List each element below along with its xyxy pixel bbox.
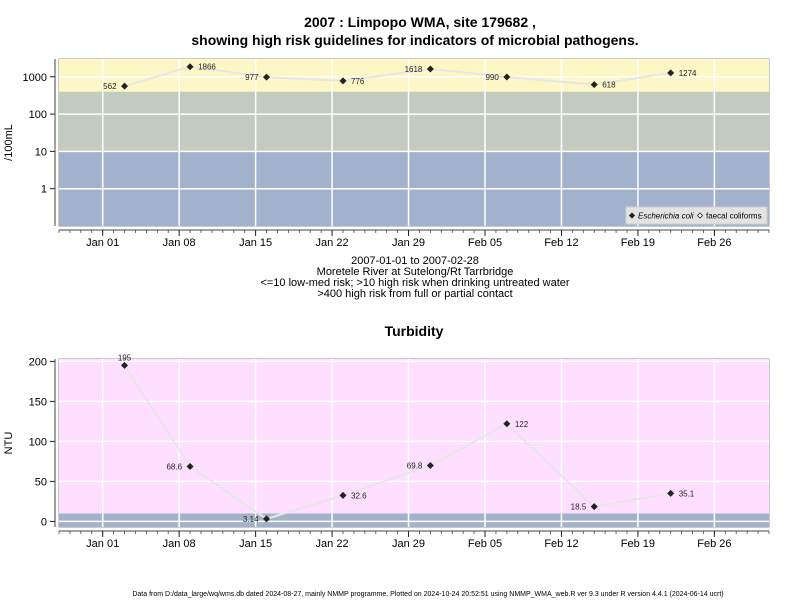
caption-site: Moretele River at Sutelong/Rt Tarrbridge [317,266,514,278]
data-label: 3.14 [243,515,259,524]
data-label: 68.6 [166,463,182,472]
data-label: 977 [245,73,259,82]
data-point [186,463,194,471]
data-label: 1866 [198,63,216,72]
data-point [503,73,511,81]
x-tick-label: Jan 15 [239,237,272,249]
data-label: 1618 [405,65,423,74]
x-tick-label: Jan 22 [316,237,349,249]
data-point [667,489,675,497]
data-point [590,503,598,511]
data-label: 618 [602,81,616,90]
turbidity-title: Turbidity [385,323,444,339]
data-label: 195 [118,353,132,362]
caption-contact-risk: >400 high risk from full or partial cont… [317,288,512,300]
risk-band [59,513,769,527]
data-label: 122 [515,420,529,429]
x-tick-label: Feb 12 [544,237,578,249]
x-tick-label: Jan 08 [163,237,196,249]
x-tick-label: Feb 05 [468,538,502,550]
series-line [123,364,671,520]
y-tick-label: 150 [29,396,47,408]
main-title-line2: showing high risk guidelines for indicat… [191,32,638,48]
data-point [426,462,434,470]
y-tick-label: 100 [29,436,47,448]
data-point [339,77,347,85]
data-label: 562 [103,82,117,91]
x-tick-label: Jan 01 [86,538,119,550]
risk-band [59,91,769,152]
legend-open-diamond-icon [696,212,704,219]
legend-box [625,206,768,225]
caption-date-range: 2007-01-01 to 2007-02-28 [351,255,479,267]
series-line [124,65,671,88]
y-tick-label: 1000 [23,72,47,84]
data-point [590,81,598,89]
risk-band [59,359,769,514]
data-point [121,82,129,90]
y-tick-label: 10 [35,146,47,158]
data-label: 32.6 [351,491,367,500]
y-tick-label: 0 [41,516,47,528]
y-tick-label: 1 [41,184,47,196]
data-point [667,69,675,77]
data-point [339,491,347,499]
main-title-line1: 2007 : Limpopo WMA, site 179682 , [304,14,536,30]
y-tick-label: 100 [29,109,47,121]
data-label: 35.1 [679,489,695,498]
risk-band [59,59,769,92]
x-tick-label: Jan 08 [163,538,196,550]
data-point [263,73,271,81]
y-axis-label: /100mL [3,124,15,161]
x-tick-label: Jan 29 [392,538,425,550]
x-tick-label: Feb 19 [621,538,655,550]
data-point [426,65,434,73]
data-point [121,361,129,369]
x-tick-label: Feb 12 [544,538,578,550]
data-label: 18.5 [571,503,587,512]
data-label: 1274 [679,69,697,78]
data-point [503,420,511,428]
legend-entry-label: faecal coliforms [706,212,762,221]
footer-note: Data from D:/data_large/wq/wms.db dated … [132,591,723,598]
y-axis-label: NTU [3,432,15,455]
data-label: 69.8 [407,462,423,471]
x-tick-label: Feb 26 [697,538,731,550]
legend-filled-diamond-icon [628,212,636,219]
data-point [263,515,271,523]
x-tick-label: Feb 19 [621,237,655,249]
data-point [186,63,194,71]
y-tick-label: 200 [29,356,47,368]
x-tick-label: Jan 29 [392,237,425,249]
x-tick-label: Feb 05 [468,237,502,249]
x-tick-label: Jan 01 [86,237,119,249]
caption-drinking-risk: <=10 low-med risk; >10 high risk when dr… [260,277,569,289]
x-tick-label: Feb 26 [697,237,731,249]
x-tick-label: Jan 22 [316,538,349,550]
turbidity-panel: Jan 01 Jan 08 Jan 15 Jan 22 Jan 29 Feb 05 Feb … [3,353,770,550]
legend-entry-label: Escherichia coli [638,212,694,221]
microbial-panel: Jan 01 Jan 08 Jan 15 Jan 22 Jan 29 Feb 05 Feb … [3,58,770,249]
data-label: 776 [351,77,365,86]
data-label: 990 [485,73,499,82]
x-tick-label: Jan 15 [239,538,272,550]
y-tick-label: 50 [35,476,47,488]
